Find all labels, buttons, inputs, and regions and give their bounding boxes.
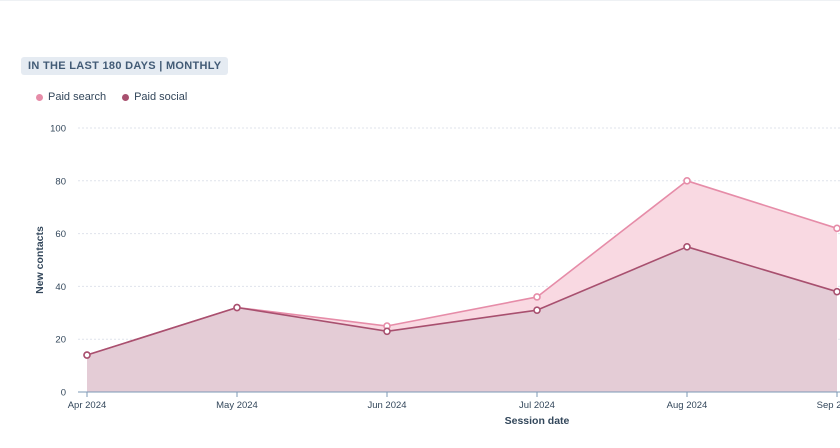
- x-tick-label-1: May 2024: [216, 400, 258, 411]
- point-paid-social-0: [83, 351, 91, 359]
- point-paid-social-1: [233, 303, 241, 312]
- x-tick-label-4: Aug 2024: [667, 400, 708, 411]
- y-tick-label-20: 20: [55, 335, 66, 346]
- legend-item-paid-social[interactable]: Paid social: [122, 91, 187, 103]
- top-divider: [0, 0, 840, 1]
- point-paid-search-4: [683, 177, 691, 185]
- series-lines: [86, 180, 838, 356]
- point-paid-search-5: [833, 224, 840, 233]
- x-axis-title: Session date: [505, 415, 570, 427]
- axes: Apr 2024 May 2024 Jun 2024 Jul 2024 Aug 2024…: [68, 391, 840, 411]
- y-tick-label-100: 100: [50, 124, 66, 135]
- point-paid-social-3: [533, 306, 541, 314]
- point-paid-search-3: [533, 293, 541, 301]
- legend-swatch-paid-search: [36, 93, 43, 101]
- x-tick-label-5: Sep 2024: [817, 400, 840, 411]
- point-paid-social-5: [833, 287, 840, 296]
- y-tick-label-0: 0: [61, 388, 66, 399]
- x-tick-label-3: Jul 2024: [519, 400, 555, 411]
- legend-label-paid-search: Paid search: [48, 91, 107, 103]
- y-axis-title: New contacts: [34, 226, 46, 294]
- x-tick-label-2: Jun 2024: [367, 400, 406, 411]
- date-range-filter-badge[interactable]: IN THE LAST 180 DAYS | MONTHLY: [21, 57, 229, 75]
- area-paid-social: [87, 246, 837, 392]
- legend-swatch-paid-social: [122, 93, 130, 101]
- y-tick-label-40: 40: [55, 282, 66, 293]
- chart-legend: Paid search Paid social: [36, 91, 187, 103]
- point-paid-social-2: [383, 327, 391, 336]
- legend-item-paid-search[interactable]: Paid search: [36, 91, 106, 103]
- data-points: [83, 177, 840, 359]
- y-tick-label-60: 60: [55, 229, 66, 240]
- y-tick-label-80: 80: [55, 176, 66, 187]
- line-paid-social: [86, 246, 838, 356]
- series-areas: [87, 180, 837, 392]
- legend-label-paid-social: Paid social: [134, 91, 188, 103]
- point-paid-social-4: [683, 243, 691, 251]
- x-tick-label-0: Apr 2024: [68, 400, 107, 411]
